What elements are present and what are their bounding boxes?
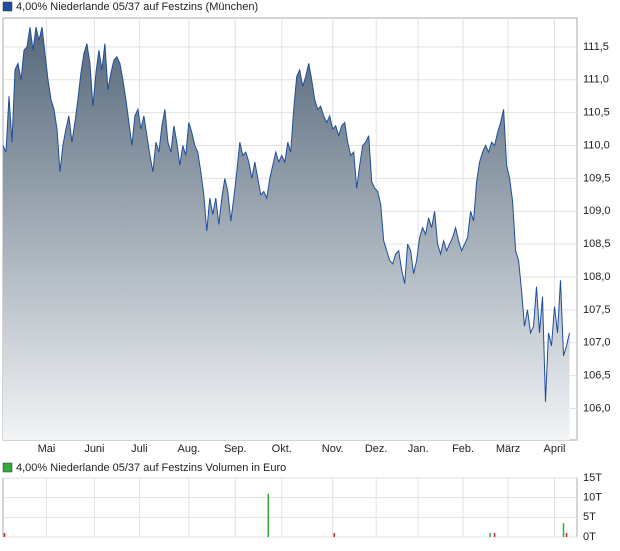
plot-frame <box>2 477 578 538</box>
x-tick-label: Juli <box>131 443 148 455</box>
x-tick-label: Okt. <box>272 443 292 455</box>
x-tick-label: Jan. <box>408 443 429 455</box>
chart-title: 4,00% Niederlande 05/37 auf Festzins Vol… <box>16 462 286 474</box>
y-tick-label: 109,5 <box>583 172 611 184</box>
x-tick-label: April <box>544 443 566 455</box>
x-tick-label: Feb. <box>452 443 474 455</box>
y-tick-label: 106,5 <box>583 369 611 381</box>
area <box>3 27 570 440</box>
y-tick-label: 111,5 <box>583 41 609 53</box>
x-tick-label: Sep. <box>224 443 247 455</box>
y-tick-label: 110,0 <box>583 139 610 151</box>
y-tick-label: 109,0 <box>583 205 611 217</box>
volume-bar <box>493 533 496 537</box>
x-tick-label: Nov. <box>322 443 344 455</box>
price-line <box>2 27 570 402</box>
volume-bar <box>565 533 568 537</box>
x-tick-label: März <box>496 443 520 455</box>
y-tick-label: 110,5 <box>583 107 610 119</box>
y-tick-label: 108,5 <box>583 238 611 250</box>
y-tick-label: 108,0 <box>583 271 611 283</box>
y-tick-label: 111,0 <box>583 74 609 86</box>
y-tick-label: 15T <box>583 472 602 484</box>
volume-bar <box>267 493 270 537</box>
legend-swatch <box>2 1 13 12</box>
y-tick-label: 10T <box>583 492 602 504</box>
y-tick-label: 107,5 <box>583 304 611 316</box>
x-tick-label: Mai <box>38 443 56 455</box>
y-tick-label: 107,0 <box>583 337 611 349</box>
x-tick-label: Aug. <box>178 443 201 455</box>
x-tick-label: Dez. <box>365 443 388 455</box>
y-tick-label: 0T <box>583 531 596 543</box>
volume-bar <box>3 533 6 537</box>
chart-title: 4,00% Niederlande 05/37 auf Festzins (Mü… <box>16 1 258 13</box>
volume-bar <box>333 533 335 537</box>
volume-bar <box>562 523 565 537</box>
legend-swatch <box>2 462 13 473</box>
y-tick-label: 106,0 <box>583 402 611 414</box>
volume-bar <box>489 533 491 537</box>
x-tick-label: Juni <box>84 443 104 455</box>
y-tick-label: 5T <box>583 511 596 523</box>
